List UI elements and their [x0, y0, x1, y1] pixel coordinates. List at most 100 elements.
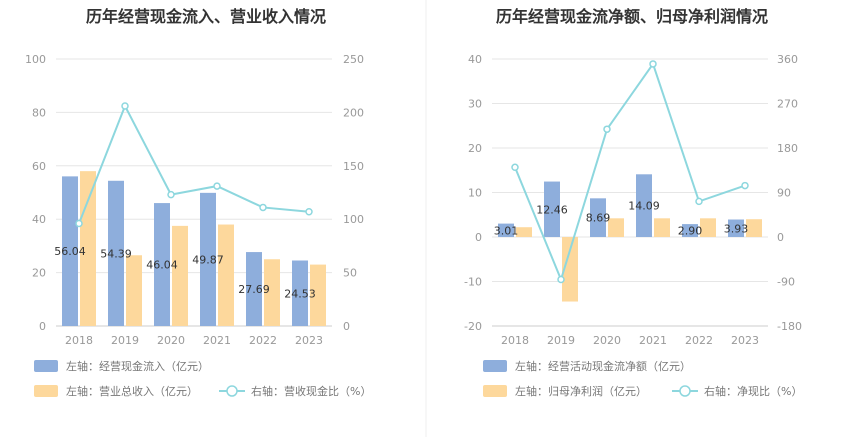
- x-axis-tick-label: 2019: [547, 334, 575, 347]
- legend-marker: [226, 385, 238, 397]
- left-axis-tick-label: 40: [468, 53, 482, 66]
- line-point: [305, 207, 313, 216]
- line-point: [557, 275, 565, 284]
- right-axis-tick-label: -180: [777, 320, 802, 333]
- left-axis-tick-label: 30: [468, 98, 482, 111]
- bar-primary-series: [200, 192, 216, 326]
- right-axis-tick-label: 270: [777, 98, 798, 111]
- line-point: [695, 197, 703, 206]
- right-axis-tick-label: 50: [343, 267, 357, 280]
- legend-label: 右轴：净现比（%）: [704, 384, 802, 398]
- right-axis-tick-label: 0: [343, 320, 350, 333]
- x-axis-tick-label: 2022: [249, 334, 277, 347]
- bar-data-label: 46.04: [146, 259, 178, 272]
- bar-secondary-series: [608, 218, 624, 237]
- left-axis-tick-label: 10: [468, 187, 482, 200]
- legend-label: 左轴：归母净利润（亿元）: [515, 384, 647, 398]
- x-axis-tick-label: 2018: [501, 334, 529, 347]
- bar-primary-series: [544, 181, 560, 237]
- legend-label: 左轴：经营活动现金流净额（亿元）: [515, 359, 691, 373]
- legend-label: 左轴：经营现金流入（亿元）: [66, 359, 209, 373]
- bar-data-label: 56.04: [54, 245, 86, 258]
- bar-data-label: 12.46: [536, 203, 568, 216]
- chart-title: 历年经营现金流入、营业收入情况: [86, 7, 326, 26]
- x-axis-tick-label: 2018: [65, 334, 93, 347]
- line-point: [121, 102, 129, 110]
- legend-label: 左轴：营业总收入（亿元）: [66, 384, 198, 398]
- bar-secondary-series: [700, 218, 716, 237]
- legend: 左轴：经营现金流入（亿元） 左轴：营业总收入（亿元） 右轴：营收现金比（%）: [34, 359, 371, 398]
- bar-secondary-series: [654, 218, 670, 237]
- right-axis-tick-label: 90: [777, 187, 791, 200]
- bar-primary-series: [62, 176, 78, 326]
- legend-swatch: [483, 385, 507, 397]
- line-point: [649, 60, 657, 68]
- bar-primary-series: [108, 180, 124, 326]
- line-point: [75, 219, 83, 228]
- bar-secondary-series: [746, 219, 762, 237]
- bar-data-label: 14.09: [628, 200, 660, 213]
- net-cash-flow-profit-chart: 历年经营现金流净额、归母净利润情况 -20 -10 0 10 20 30 40 -180 -9…: [464, 7, 802, 398]
- bar-primary-series: [728, 219, 744, 237]
- bar-data-label: 3.01: [494, 224, 519, 237]
- legend-swatch: [483, 360, 507, 372]
- right-axis-tick-label: 200: [343, 106, 364, 119]
- bar-primary-series: [246, 252, 262, 326]
- x-axis-tick-label: 2019: [111, 334, 139, 347]
- line-point: [259, 203, 267, 212]
- line-point: [213, 182, 221, 190]
- left-axis-tick-label: 20: [32, 267, 46, 280]
- left-axis-tick-label: 60: [32, 160, 46, 173]
- x-axis-tick-label: 2021: [203, 334, 231, 347]
- left-axis-tick-label: 100: [25, 53, 46, 66]
- bar-data-label: 24.53: [284, 287, 316, 300]
- bar-secondary-series: [264, 259, 280, 326]
- x-axis-tick-label: 2023: [731, 334, 759, 347]
- left-axis-tick-label: -20: [464, 320, 482, 333]
- left-axis-tick-label: 40: [32, 213, 46, 226]
- line-series: [78, 103, 310, 224]
- x-axis-tick-label: 2022: [685, 334, 713, 347]
- bar-data-label: 3.93: [724, 222, 749, 235]
- bar-primary-series: [292, 260, 308, 326]
- legend-marker: [679, 385, 691, 397]
- line-point: [167, 190, 175, 199]
- x-axis-tick-label: 2020: [157, 334, 185, 347]
- right-axis-tick-label: 0: [777, 231, 784, 244]
- line-point: [511, 163, 519, 172]
- x-axis-tick-label: 2021: [639, 334, 667, 347]
- cash-inflow-revenue-chart: 历年经营现金流入、营业收入情况 0 20 40 60 80 100 0 50 100 150 20…: [25, 7, 371, 398]
- bar-primary-series: [590, 198, 606, 237]
- left-axis-tick-label: 80: [32, 106, 46, 119]
- legend: 左轴：经营活动现金流净额（亿元） 左轴：归母净利润（亿元） 右轴：净现比（%）: [483, 359, 802, 398]
- legend-swatch: [34, 385, 58, 397]
- line-point: [603, 125, 611, 133]
- bar-primary-series: [682, 224, 698, 237]
- right-axis-tick-label: 100: [343, 213, 364, 226]
- x-axis-tick-label: 2023: [295, 334, 323, 347]
- left-axis-tick-label: -10: [464, 276, 482, 289]
- left-axis-tick-label: 0: [475, 231, 482, 244]
- x-axis-tick-label: 2020: [593, 334, 621, 347]
- bar-secondary-series: [218, 224, 234, 326]
- right-axis-tick-label: -90: [777, 276, 795, 289]
- right-axis-tick-label: 360: [777, 53, 798, 66]
- left-axis-tick-label: 20: [468, 142, 482, 155]
- line-series: [514, 61, 746, 283]
- bar-secondary-series: [516, 227, 532, 237]
- bar-primary-series: [636, 174, 652, 237]
- bar-data-label: 27.69: [238, 283, 270, 296]
- bar-secondary-series: [310, 264, 326, 326]
- bar-secondary-series: [126, 255, 142, 326]
- legend-label: 右轴：营收现金比（%）: [251, 384, 371, 398]
- bar-secondary-series: [562, 237, 578, 302]
- bar-primary-series: [154, 203, 170, 326]
- chart-title: 历年经营现金流净额、归母净利润情况: [496, 7, 768, 26]
- bar-data-label: 54.39: [100, 247, 132, 260]
- bar-data-label: 2.90: [678, 225, 703, 238]
- bar-data-label: 49.87: [192, 253, 224, 266]
- bar-secondary-series: [172, 225, 188, 326]
- left-axis-tick-label: 0: [39, 320, 46, 333]
- bar-primary-series: [498, 223, 514, 237]
- right-axis-tick-label: 250: [343, 53, 364, 66]
